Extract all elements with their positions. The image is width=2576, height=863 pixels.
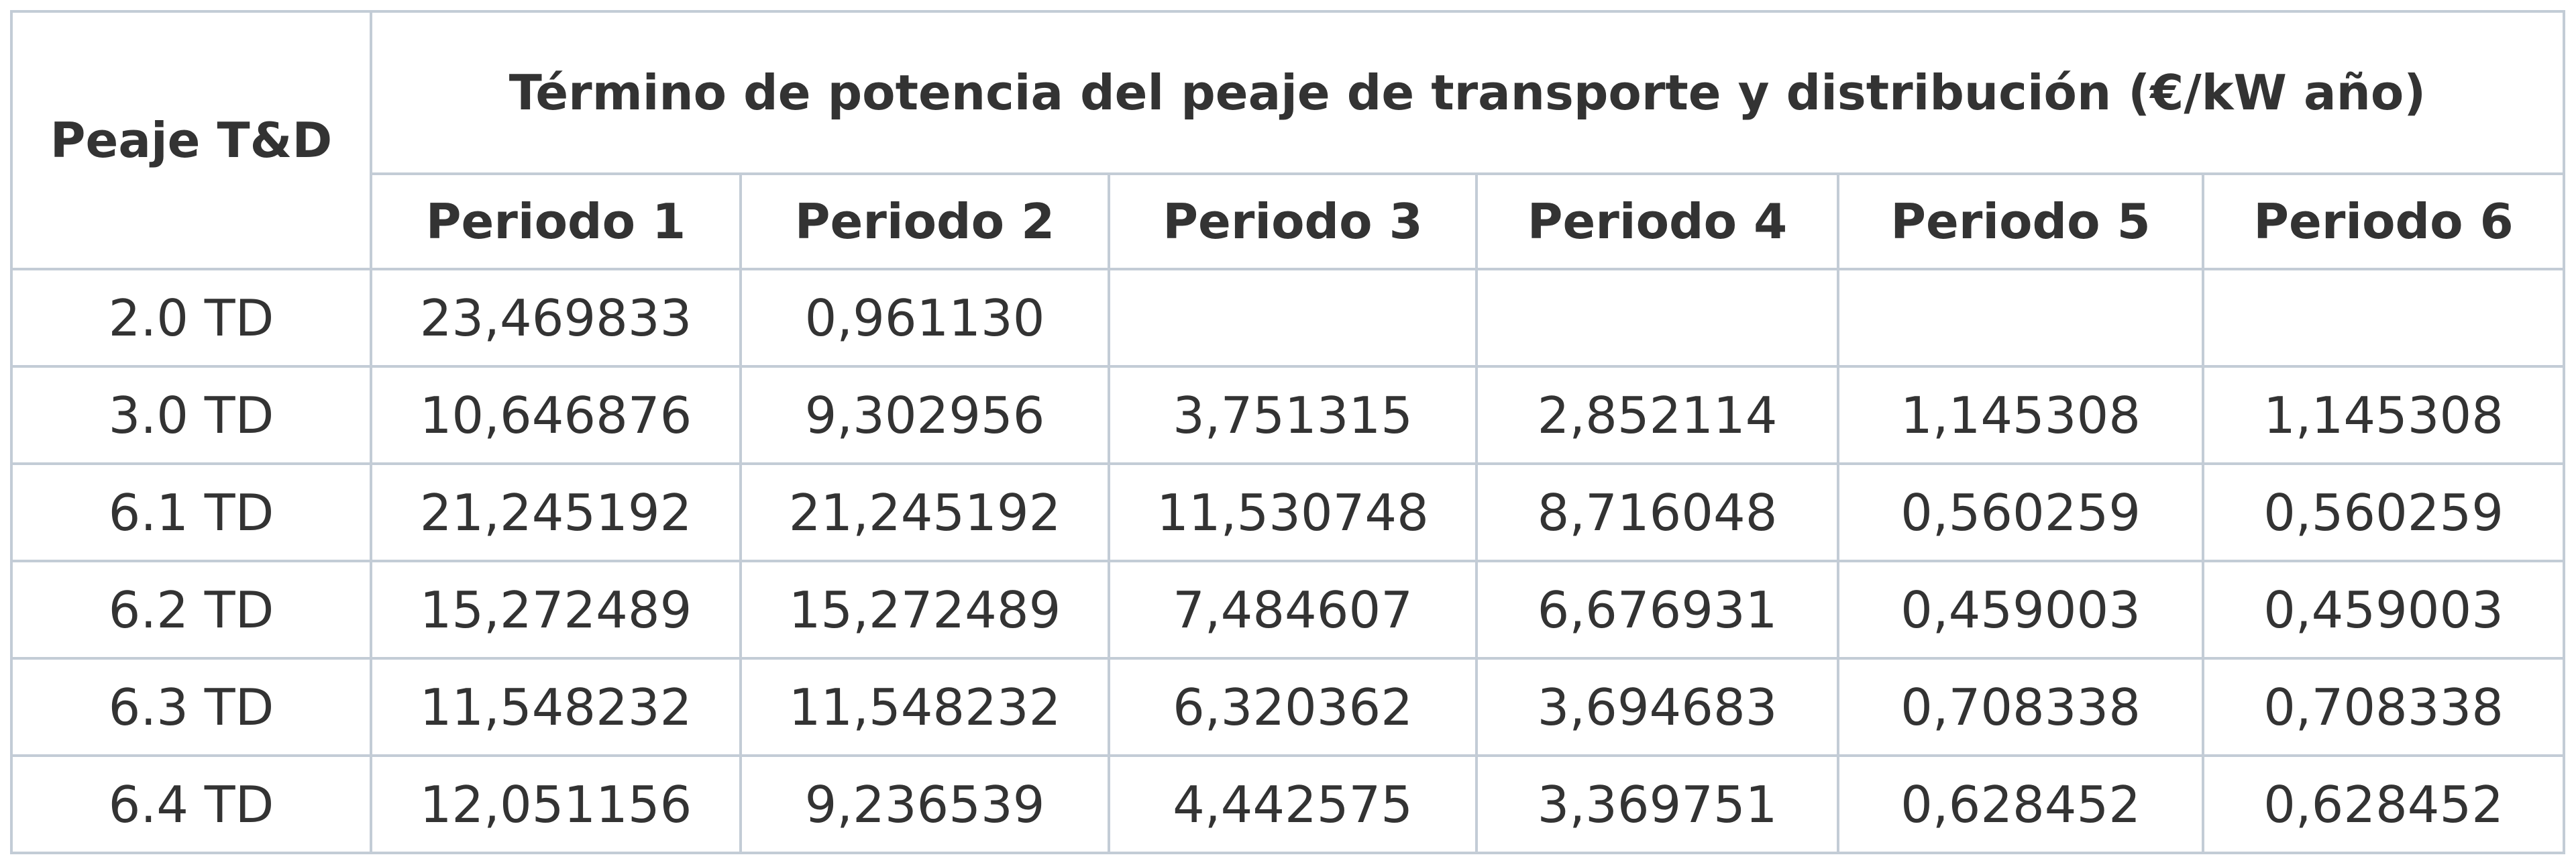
value-cell: 12,051156 bbox=[370, 754, 742, 854]
value-cell: 9,302956 bbox=[739, 365, 1110, 465]
period-header: Periodo 2 bbox=[739, 172, 1110, 270]
value-cell: 0,628452 bbox=[1837, 754, 2204, 854]
value-cell: 0,708338 bbox=[2202, 657, 2565, 757]
value-cell: 0,628452 bbox=[2202, 754, 2565, 854]
value-cell: 23,469833 bbox=[370, 268, 742, 368]
value-cell: 8,716048 bbox=[1475, 462, 1839, 562]
header-row: Peaje T&D Término de potencia del peaje … bbox=[10, 10, 2565, 270]
value-cell: 3,751315 bbox=[1108, 365, 1478, 465]
period-header: Periodo 1 bbox=[370, 172, 742, 270]
data-row: 6.4 TD 12,051156 9,236539 4,442575 3,369751 0… bbox=[10, 754, 2565, 854]
value-cell: 0,459003 bbox=[2202, 560, 2565, 660]
value-cell: 0,560259 bbox=[1837, 462, 2204, 562]
value-cell: 0,708338 bbox=[1837, 657, 2204, 757]
period-row: Periodo 1 Periodo 2 Periodo 3 Periodo 4 Peri… bbox=[11, 172, 2565, 270]
data-row: 2.0 TD 23,469833 0,961130 bbox=[10, 268, 2565, 368]
value-cell: 2,852114 bbox=[1475, 365, 1839, 465]
empty-cell bbox=[2202, 268, 2565, 368]
data-row: 6.3 TD 11,548232 11,548232 6,320362 3,694683… bbox=[10, 657, 2565, 757]
value-cell: 3,369751 bbox=[1475, 754, 1839, 854]
row-label: 6.2 TD bbox=[10, 560, 372, 660]
period-header: Periodo 5 bbox=[1837, 172, 2204, 270]
row-label: 2.0 TD bbox=[10, 268, 372, 368]
data-row: 6.1 TD 21,245192 21,245192 11,530748 8,71604… bbox=[10, 462, 2565, 562]
value-cell: 15,272489 bbox=[370, 560, 742, 660]
empty-cell bbox=[1108, 268, 1478, 368]
value-cell: 10,646876 bbox=[370, 365, 742, 465]
value-cell: 9,236539 bbox=[739, 754, 1110, 854]
tariff-table: Peaje T&D Término de potencia del peaje … bbox=[10, 10, 2565, 854]
period-header: Periodo 4 bbox=[1475, 172, 1839, 270]
table-title: Término de potencia del peaje de transpo… bbox=[370, 10, 2565, 175]
period-header: Periodo 3 bbox=[1108, 172, 1478, 270]
value-cell: 0,961130 bbox=[739, 268, 1110, 368]
value-cell: 0,560259 bbox=[2202, 462, 2565, 562]
row-label: 6.3 TD bbox=[10, 657, 372, 757]
value-cell: 11,530748 bbox=[1108, 462, 1478, 562]
value-cell: 4,442575 bbox=[1108, 754, 1478, 854]
value-cell: 1,145308 bbox=[1837, 365, 2204, 465]
value-cell: 7,484607 bbox=[1108, 560, 1478, 660]
value-cell: 0,459003 bbox=[1837, 560, 2204, 660]
data-row: 3.0 TD 10,646876 9,302956 3,751315 2,852114 1… bbox=[10, 365, 2565, 465]
empty-cell bbox=[1475, 268, 1839, 368]
corner-header: Peaje T&D bbox=[10, 10, 372, 270]
data-row: 6.2 TD 15,272489 15,272489 7,484607 6,676931… bbox=[10, 560, 2565, 660]
value-cell: 3,694683 bbox=[1475, 657, 1839, 757]
period-header: Periodo 6 bbox=[2202, 172, 2565, 270]
row-label: 6.4 TD bbox=[10, 754, 372, 854]
value-cell: 11,548232 bbox=[739, 657, 1110, 757]
value-cell: 11,548232 bbox=[370, 657, 742, 757]
value-cell: 6,320362 bbox=[1108, 657, 1478, 757]
value-cell: 21,245192 bbox=[370, 462, 742, 562]
row-label: 3.0 TD bbox=[10, 365, 372, 465]
value-cell: 15,272489 bbox=[739, 560, 1110, 660]
value-cell: 1,145308 bbox=[2202, 365, 2565, 465]
empty-cell bbox=[1837, 268, 2204, 368]
value-cell: 21,245192 bbox=[739, 462, 1110, 562]
row-label: 6.1 TD bbox=[10, 462, 372, 562]
value-cell: 6,676931 bbox=[1475, 560, 1839, 660]
